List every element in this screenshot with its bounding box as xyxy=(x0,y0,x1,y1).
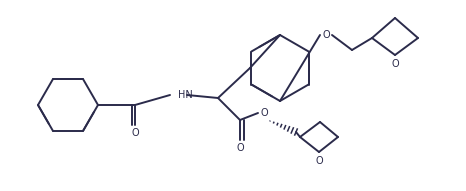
Text: O: O xyxy=(236,143,244,153)
Text: O: O xyxy=(260,108,268,118)
Text: HN: HN xyxy=(178,90,193,100)
Text: O: O xyxy=(322,30,330,40)
Text: O: O xyxy=(391,59,399,69)
Text: O: O xyxy=(131,128,139,138)
Text: O: O xyxy=(315,156,323,166)
